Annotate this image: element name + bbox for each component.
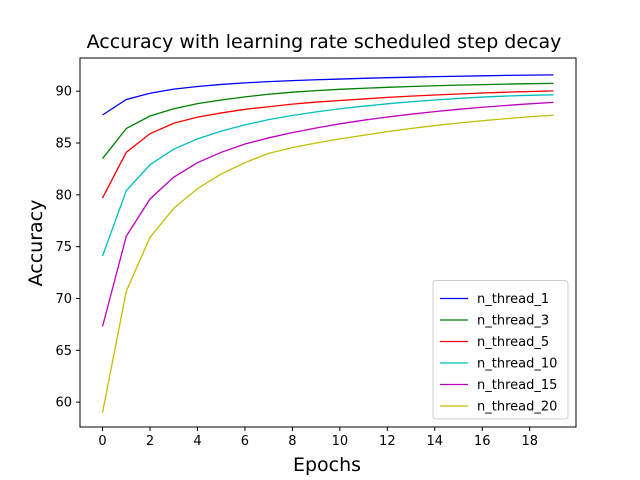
x-tick-label: 0 [98,434,106,449]
series-line-n-thread-1 [102,74,554,116]
x-tick-label: 4 [193,434,201,449]
series-line-n-thread-20 [101,114,554,413]
x-tick-label: 18 [521,434,538,449]
y-tick-label: 90 [55,85,72,100]
y-tick-label: 80 [55,188,72,203]
x-tick-label: 2 [146,434,154,449]
legend-label-n-thread-10: n_thread_10 [477,357,557,372]
x-tick-label: 8 [288,434,296,449]
x-tick-label: 12 [379,434,396,449]
x-tick-label: 14 [427,434,444,449]
x-tick-label: 10 [332,434,349,449]
legend-label-n-thread-5: n_thread_5 [477,335,549,350]
legend: n_thread_1 n_thread_3 n_thread_5 n_thread_1… [432,280,569,420]
y-axis-label: Accuracy [25,200,47,287]
y-tick-label: 75 [55,240,72,255]
legend-label-n-thread-20: n_thread_20 [477,400,557,415]
series-line-n-thread-5 [101,90,554,199]
y-tick-label: 70 [55,292,72,307]
x-axis-label: Epochs [293,454,361,476]
legend-label-n-thread-15: n_thread_15 [477,378,557,393]
series-line-n-thread-10 [101,94,554,257]
y-tick-label: 60 [55,396,72,411]
legend-label-n-thread-3: n_thread_3 [477,314,549,329]
series-line-n-thread-3 [102,82,554,159]
series-line-n-thread-15 [101,101,554,327]
x-tick-label: 16 [474,434,491,449]
x-tick-label: 6 [241,434,249,449]
axes-frame [79,57,577,428]
plot-area: 0 2 4 6 8 10 12 14 16 18 60 65 70 75 80 85 90 [55,57,577,449]
y-tick-label: 65 [55,344,72,359]
y-tick-label: 85 [55,136,72,151]
chart-title: Accuracy with learning rate scheduled st… [87,31,562,53]
legend-label-n-thread-1: n_thread_1 [477,292,549,307]
